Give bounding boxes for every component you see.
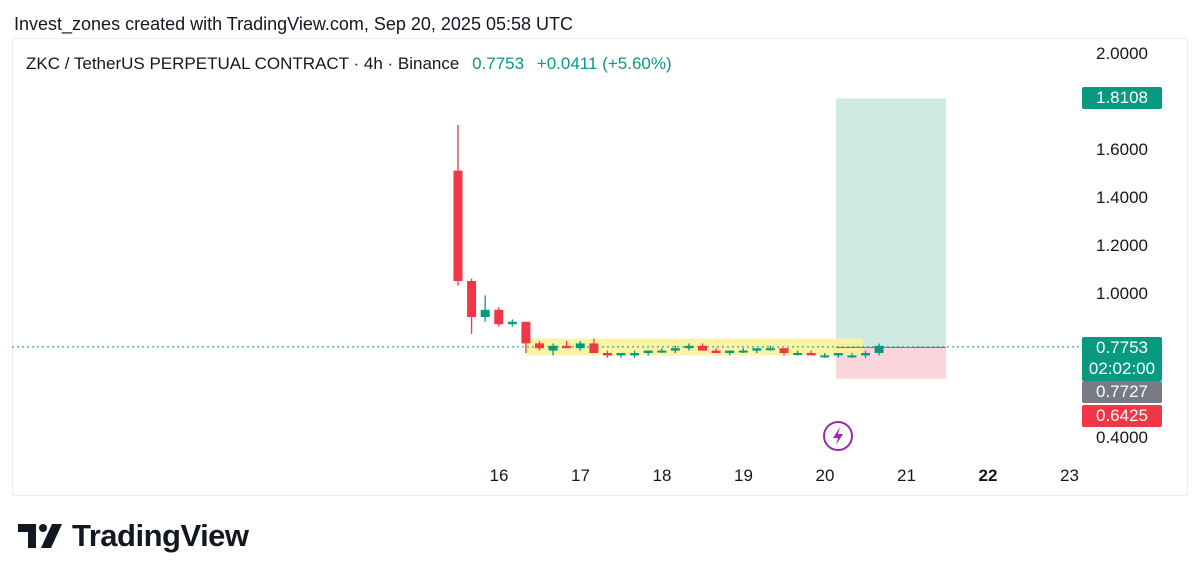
candle xyxy=(643,350,653,356)
brand-name: TradingView xyxy=(72,518,249,553)
candle xyxy=(793,350,803,356)
x-tick-label: 22 xyxy=(979,466,998,485)
flash-icon[interactable] xyxy=(823,421,853,451)
candle xyxy=(698,343,707,351)
candle xyxy=(453,125,463,286)
candle xyxy=(711,348,721,353)
current-price-tag: 0.7753 02:02:00 xyxy=(1082,337,1162,381)
legend-change: +0.0411 (+5.60%) xyxy=(536,54,672,73)
tradingview-logo: TradingView xyxy=(18,518,249,554)
candle xyxy=(521,321,531,353)
candle xyxy=(847,353,857,358)
chart-attribution: Invest_zones created with TradingView.co… xyxy=(14,14,573,34)
x-tick-label: 23 xyxy=(1060,466,1079,485)
target-zone[interactable] xyxy=(836,98,946,348)
x-tick-label: 18 xyxy=(653,466,672,485)
candle xyxy=(806,350,816,356)
candle xyxy=(467,278,477,334)
candle xyxy=(548,343,558,356)
candle xyxy=(833,353,843,358)
candle xyxy=(575,341,585,351)
candle xyxy=(874,343,884,356)
candle xyxy=(779,348,789,356)
candle xyxy=(820,353,830,358)
y-tick-label: 1.6000 xyxy=(1096,140,1148,159)
candle xyxy=(738,348,748,353)
chart-panel[interactable] xyxy=(12,38,1188,496)
candle xyxy=(602,350,612,358)
candle xyxy=(861,350,870,358)
stop-price-tag: 0.6425 xyxy=(1082,405,1162,427)
candle xyxy=(752,348,762,353)
candle xyxy=(589,338,599,353)
candle xyxy=(657,348,667,353)
candle xyxy=(670,345,680,353)
x-tick-label: 16 xyxy=(490,466,509,485)
entry-price-tag: 0.7727 xyxy=(1082,381,1162,403)
candle xyxy=(630,350,640,358)
candle xyxy=(480,295,490,322)
y-tick-label: 0.4000 xyxy=(1096,428,1148,447)
y-tick-label: 1.2000 xyxy=(1096,236,1148,255)
legend-price: 0.7753 xyxy=(472,54,525,73)
candle xyxy=(562,341,572,349)
y-tick-label: 1.0000 xyxy=(1096,284,1148,303)
consolidation-box[interactable] xyxy=(526,338,863,356)
y-tick-label: 2.0000 xyxy=(1096,44,1148,63)
candle xyxy=(684,343,694,351)
candle xyxy=(765,345,775,351)
symbol-legend: ZKC / TetherUS PERPETUAL CONTRACT · 4h ·… xyxy=(26,54,672,74)
x-tick-label: 20 xyxy=(816,466,835,485)
x-tick-label: 19 xyxy=(734,466,753,485)
candle xyxy=(507,319,517,327)
candle xyxy=(535,341,544,351)
x-tick-label: 17 xyxy=(571,466,590,485)
candle xyxy=(725,350,735,356)
target-price-tag: 1.8108 xyxy=(1082,87,1162,109)
tradingview-logo-icon xyxy=(18,524,62,548)
y-tick-label: 1.4000 xyxy=(1096,188,1148,207)
symbol-title: ZKC / TetherUS PERPETUAL CONTRACT · 4h ·… xyxy=(26,54,460,73)
candle xyxy=(616,353,626,358)
candle xyxy=(494,307,504,327)
x-tick-label: 21 xyxy=(897,466,916,485)
current-price-value: 0.7753 xyxy=(1096,338,1148,357)
bar-countdown: 02:02:00 xyxy=(1088,359,1156,378)
